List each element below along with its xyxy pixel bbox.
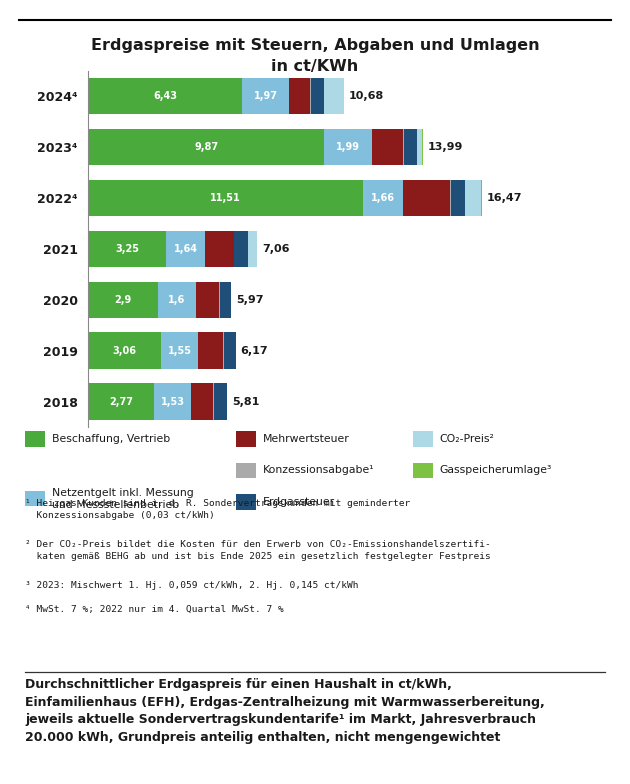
Bar: [242, 78, 289, 114]
Bar: [88, 383, 154, 420]
Text: 10,68: 10,68: [348, 91, 384, 101]
Bar: [417, 129, 422, 165]
Bar: [404, 129, 417, 165]
Text: ² Der CO₂-Preis bildet die Kosten für den Erwerb von CO₂-Emissionshandelszertifi: ² Der CO₂-Preis bildet die Kosten für de…: [25, 540, 491, 561]
Bar: [289, 78, 311, 114]
Text: 5,97: 5,97: [236, 295, 263, 305]
Text: 1,6: 1,6: [168, 295, 185, 305]
Bar: [464, 180, 481, 216]
Bar: [88, 230, 166, 267]
Bar: [213, 383, 214, 420]
Bar: [220, 281, 231, 318]
Bar: [205, 230, 234, 267]
Bar: [88, 281, 158, 318]
Bar: [88, 78, 242, 114]
Bar: [481, 180, 482, 216]
Bar: [248, 230, 257, 267]
Bar: [161, 332, 198, 369]
Bar: [364, 180, 403, 216]
Text: 6,43: 6,43: [153, 91, 177, 101]
Text: 5,81: 5,81: [232, 397, 260, 407]
Bar: [88, 129, 324, 165]
Text: ⁴ MwSt. 7 %; 2022 nur im 4. Quartal MwSt. 7 %: ⁴ MwSt. 7 %; 2022 nur im 4. Quartal MwSt…: [25, 604, 284, 613]
Bar: [166, 230, 205, 267]
Bar: [198, 332, 223, 369]
Bar: [451, 180, 464, 216]
Bar: [311, 78, 324, 114]
Bar: [214, 383, 227, 420]
Text: Durchschnittlicher Erdgaspreis für einen Haushalt in ct/kWh,
Einfamilienhaus (EF: Durchschnittlicher Erdgaspreis für einen…: [25, 678, 545, 744]
Text: 1,55: 1,55: [168, 346, 192, 356]
Text: 2,9: 2,9: [114, 295, 132, 305]
Text: 7,06: 7,06: [262, 244, 289, 254]
Bar: [324, 129, 372, 165]
Text: 11,51: 11,51: [210, 193, 241, 203]
Text: ³ 2023: Mischwert 1. Hj. 0,059 ct/kWh, 2. Hj. 0,145 ct/kWh: ³ 2023: Mischwert 1. Hj. 0,059 ct/kWh, 2…: [25, 581, 358, 590]
Bar: [372, 129, 403, 165]
Bar: [88, 332, 161, 369]
Text: Netzentgelt inkl. Messung
und Messstellenbetrieb: Netzentgelt inkl. Messung und Messstelle…: [52, 488, 193, 510]
Text: 13,99: 13,99: [427, 142, 463, 152]
Bar: [450, 180, 451, 216]
Bar: [158, 281, 196, 318]
Bar: [191, 383, 213, 420]
Text: 1,99: 1,99: [336, 142, 360, 152]
Text: Gasspeicherumlage³: Gasspeicherumlage³: [439, 466, 551, 475]
Bar: [223, 332, 224, 369]
Text: 1,97: 1,97: [253, 91, 277, 101]
Text: 6,17: 6,17: [241, 346, 268, 356]
Text: 1,64: 1,64: [173, 244, 197, 254]
Bar: [154, 383, 191, 420]
Text: 1,53: 1,53: [161, 397, 185, 407]
Text: 3,25: 3,25: [115, 244, 139, 254]
Text: Erdgaspreise mit Steuern, Abgaben und Umlagen
in ct/KWh: Erdgaspreise mit Steuern, Abgaben und Um…: [91, 38, 539, 74]
Text: 2,77: 2,77: [110, 397, 134, 407]
Text: Erdgassteuer: Erdgassteuer: [263, 497, 335, 506]
Text: Mehrwertsteuer: Mehrwertsteuer: [263, 434, 350, 444]
Text: ¹ Heizgas-Kunden sind i. d. R. Sondervertragskunden mit geminderter
  Konzession: ¹ Heizgas-Kunden sind i. d. R. Sonderver…: [25, 499, 411, 520]
Bar: [403, 180, 450, 216]
Text: 1,66: 1,66: [371, 193, 395, 203]
Text: Konzessionsabgabe¹: Konzessionsabgabe¹: [263, 466, 374, 475]
Bar: [324, 78, 343, 114]
Bar: [403, 129, 404, 165]
Bar: [196, 281, 219, 318]
Bar: [234, 230, 248, 267]
Bar: [422, 129, 423, 165]
Text: 16,47: 16,47: [487, 193, 522, 203]
Text: 9,87: 9,87: [194, 142, 218, 152]
Bar: [219, 281, 220, 318]
Text: 3,06: 3,06: [113, 346, 137, 356]
Bar: [88, 180, 364, 216]
Bar: [224, 332, 236, 369]
Text: Beschaffung, Vertrieb: Beschaffung, Vertrieb: [52, 434, 170, 444]
Text: CO₂-Preis²: CO₂-Preis²: [439, 434, 494, 444]
